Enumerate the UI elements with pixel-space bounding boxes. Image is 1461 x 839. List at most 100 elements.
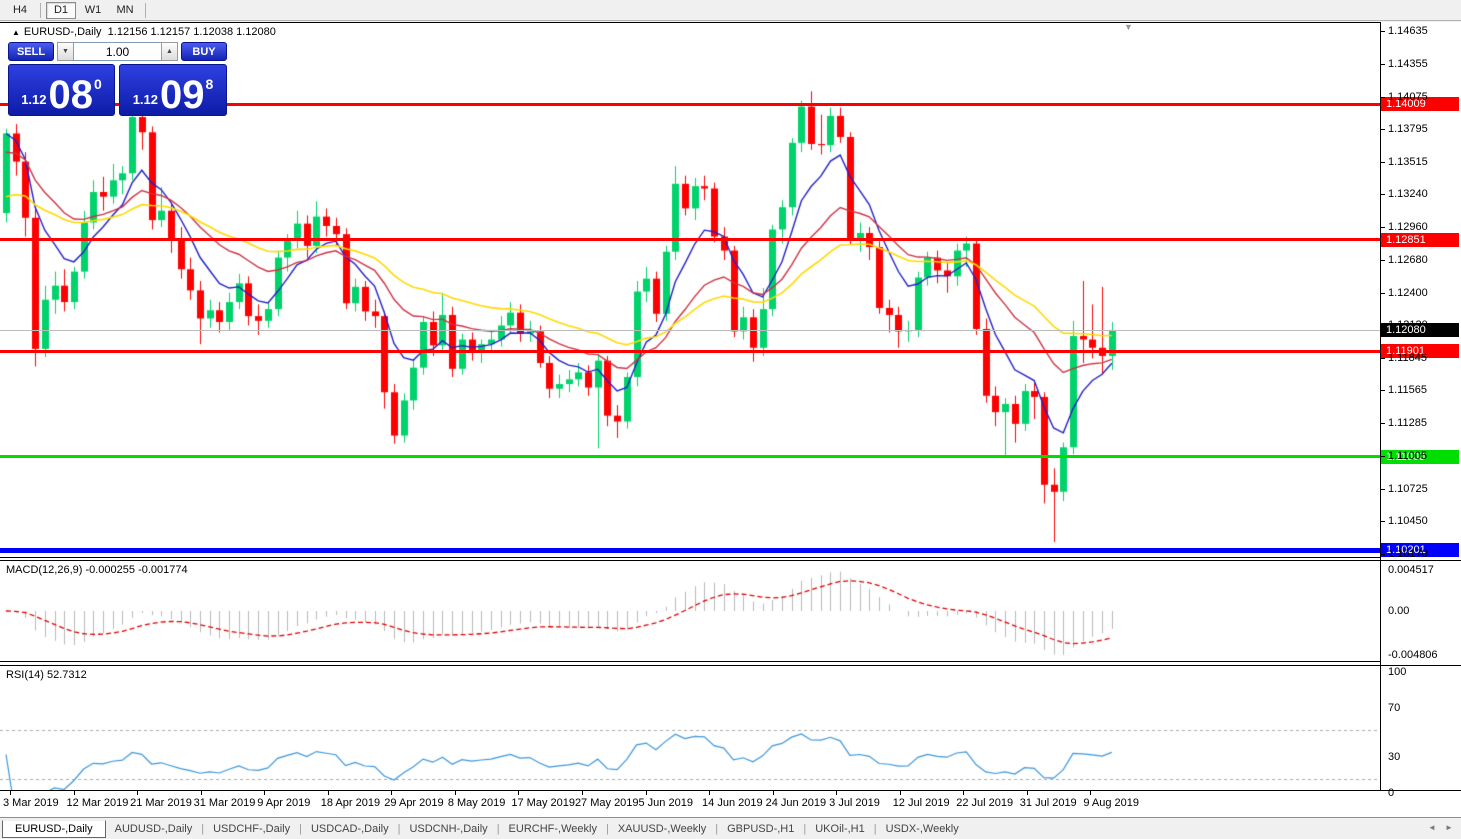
timeframe-button-mn[interactable]: MN <box>116 4 134 16</box>
rsi-indicator-chart[interactable] <box>0 666 1380 790</box>
date-tick-label: 12 Mar 2019 <box>66 797 129 809</box>
tab-scroll-right-icon[interactable]: ► <box>1445 823 1453 832</box>
timeframe-button-w1[interactable]: W1 <box>84 4 102 16</box>
price-tick-label: 1.11845 <box>1388 351 1427 364</box>
date-tick-label: 3 Jul 2019 <box>829 797 880 809</box>
chart-shift-marker-icon[interactable]: ▼ <box>1124 22 1133 32</box>
chart-window[interactable]: 1.14009 1.12851 1.11901 1.11000 1.10201 ▲ EUR… <box>0 22 1461 817</box>
price-tick <box>1380 521 1385 523</box>
date-tick <box>836 791 838 795</box>
level-price-label: 1.11901 <box>1381 344 1459 359</box>
level-line[interactable] <box>0 102 1380 106</box>
chart-tab-usdcad[interactable]: USDCAD-,Daily <box>310 822 389 835</box>
date-tick <box>137 791 139 795</box>
chart-tab-audusd[interactable]: AUDUSD-,Daily <box>114 822 193 835</box>
macd-axis-label: -0.004806 <box>1388 649 1438 661</box>
macd-indicator-chart[interactable] <box>0 561 1380 660</box>
chart-tab-usdchf[interactable]: USDCHF-,Daily <box>213 822 291 835</box>
timeframe-toolbar: H4 D1 W1 MN <box>0 0 1461 21</box>
sell-price-sup: 0 <box>94 76 102 92</box>
price-tick <box>1380 357 1385 359</box>
price-tick <box>1380 553 1385 555</box>
sell-button[interactable]: SELL <box>8 42 54 61</box>
timeframe-button-h4[interactable]: H4 <box>12 4 28 16</box>
price-tick <box>1380 488 1385 490</box>
buy-price-box[interactable]: 1.12 09 8 <box>119 64 227 116</box>
price-tick-label: 1.11565 <box>1388 384 1427 397</box>
price-tick <box>1380 31 1385 32</box>
level-line[interactable] <box>0 349 1380 353</box>
date-tick <box>1090 791 1092 795</box>
date-tick <box>963 791 965 795</box>
chart-tab-usdx[interactable]: USDX-,Weekly <box>885 822 959 835</box>
price-tick-label: 1.14075 <box>1388 90 1428 103</box>
price-scale-border <box>1380 22 1381 791</box>
buy-price-small: 1.12 <box>132 92 158 107</box>
price-tick <box>1380 390 1385 392</box>
price-tick-label: 1.14355 <box>1388 57 1428 70</box>
date-tick <box>518 791 520 795</box>
level-line[interactable] <box>0 455 1380 459</box>
price-tick <box>1380 259 1385 261</box>
chart-tab-usdcnh[interactable]: USDCNH-,Daily <box>409 822 488 835</box>
date-tick-label: 29 Apr 2019 <box>384 797 444 809</box>
date-tick <box>645 791 647 795</box>
price-tick <box>1380 96 1385 98</box>
date-tick <box>581 791 583 795</box>
chart-tab-gbpusd[interactable]: GBPUSD-,H1 <box>727 822 795 835</box>
toolbar-separator <box>145 2 146 18</box>
panel-border-line <box>0 665 1461 666</box>
chart-expand-icon: ▲ <box>12 28 20 37</box>
date-tick-label: 21 Mar 2019 <box>130 797 192 809</box>
date-tick-label: 27 May 2019 <box>574 797 639 809</box>
volume-decrease-button[interactable]: ▼ <box>57 42 74 61</box>
chart-tab-ukoil[interactable]: UKOil-,H1 <box>815 822 865 835</box>
sell-price-box[interactable]: 1.12 08 0 <box>8 64 115 116</box>
chart-tab-xauusd[interactable]: XAUUSD-,Weekly <box>617 822 707 835</box>
price-tick <box>1380 292 1385 294</box>
sell-price-small: 1.12 <box>21 92 47 107</box>
level-price-label: 1.11000 <box>1381 449 1459 464</box>
panel-border-line <box>0 560 1461 561</box>
rsi-axis-label: 70 <box>1388 702 1401 714</box>
tab-separator: | <box>715 822 719 835</box>
level-line[interactable] <box>0 547 1380 553</box>
price-tick-label: 1.12960 <box>1388 221 1428 234</box>
date-tick-label: 14 Jun 2019 <box>702 797 763 809</box>
main-price-chart[interactable] <box>0 22 1380 557</box>
spinner-down-icon: ▼ <box>62 48 69 55</box>
price-tick-label: 1.11005 <box>1388 450 1427 463</box>
price-tick <box>1380 456 1385 458</box>
current-price-line <box>0 330 1380 332</box>
plot-top-border <box>0 22 1380 23</box>
date-tick <box>10 791 11 795</box>
price-tick-label: 1.10450 <box>1388 515 1428 528</box>
price-tick-label: 1.10170 <box>1388 547 1428 560</box>
tab-separator: | <box>496 822 500 835</box>
panel-border-line <box>0 790 1461 791</box>
panel-border-line <box>0 557 1380 558</box>
rsi-label: RSI(14) 52.7312 <box>6 669 87 681</box>
price-tick <box>1380 423 1385 425</box>
chart-tab-eurchf[interactable]: EURCHF-,Weekly <box>508 822 597 835</box>
toolbar-separator <box>40 2 41 18</box>
one-click-trading-panel: SELL ▼ 1.00 ▲ BUY 1.12 08 0 1.12 09 8 <box>8 40 227 137</box>
buy-price-big: 09 <box>160 73 205 118</box>
buy-button[interactable]: BUY <box>181 42 227 61</box>
date-tick <box>1026 791 1028 795</box>
chart-tab-eurusd[interactable]: EURUSD-,Daily <box>2 819 106 838</box>
date-tick <box>264 791 266 795</box>
date-tick-label: 12 Jul 2019 <box>892 797 950 809</box>
level-line[interactable] <box>0 238 1380 242</box>
volume-input[interactable]: 1.00 <box>74 42 161 61</box>
volume-stepper: ▼ 1.00 ▲ <box>57 42 178 61</box>
chart-title: ▲ EURUSD-,Daily 1.12156 1.12157 1.12038 1… <box>12 26 276 38</box>
date-tick <box>73 791 75 795</box>
tab-scroll-left-icon[interactable]: ◄ <box>1428 823 1436 832</box>
current-price-label: 1.12080 <box>1381 323 1459 338</box>
timeframe-button-d1[interactable]: D1 <box>46 1 76 19</box>
price-tick <box>1380 227 1385 229</box>
chart-symbol-label: EURUSD-,Daily <box>23 26 102 38</box>
date-tick <box>391 791 393 795</box>
volume-increase-button[interactable]: ▲ <box>161 42 178 61</box>
